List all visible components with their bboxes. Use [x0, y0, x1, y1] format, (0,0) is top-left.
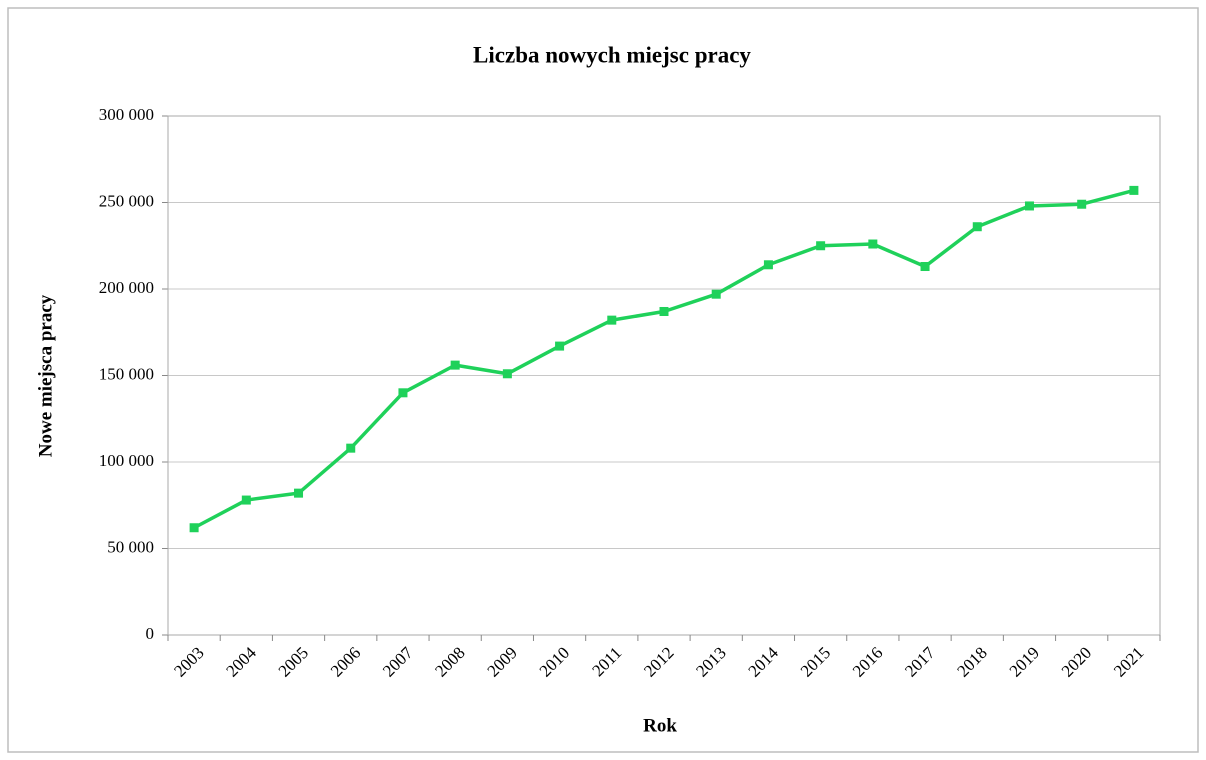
marker — [1129, 185, 1139, 195]
marker — [450, 360, 460, 370]
chart-title: Liczba nowych miejsc pracy — [473, 42, 751, 67]
marker — [346, 443, 356, 453]
marker — [659, 306, 669, 316]
y-tick-label: 150 000 — [99, 364, 154, 383]
y-tick-label: 100 000 — [99, 451, 154, 470]
marker — [607, 315, 617, 325]
y-tick-label: 200 000 — [99, 278, 154, 297]
y-tick-label: 300 000 — [99, 105, 154, 124]
y-axis-title: Nowe miejsca pracy — [35, 294, 56, 457]
marker — [868, 239, 878, 249]
y-tick-label: 0 — [146, 624, 155, 643]
marker — [555, 341, 565, 351]
chart-border — [7, 7, 1199, 753]
x-axis-title: Rok — [643, 715, 677, 736]
marker — [816, 241, 826, 251]
plot-frame — [167, 115, 1161, 636]
marker — [711, 289, 721, 299]
marker — [1077, 199, 1087, 209]
marker — [972, 222, 982, 232]
y-tick-label: 50 000 — [107, 537, 154, 556]
marker — [189, 523, 199, 533]
marker — [763, 260, 773, 270]
marker — [294, 488, 304, 498]
y-tick-label: 250 000 — [99, 191, 154, 210]
marker — [502, 369, 512, 379]
marker — [1024, 201, 1034, 211]
marker — [920, 262, 930, 272]
marker — [241, 495, 251, 505]
marker — [398, 388, 408, 398]
